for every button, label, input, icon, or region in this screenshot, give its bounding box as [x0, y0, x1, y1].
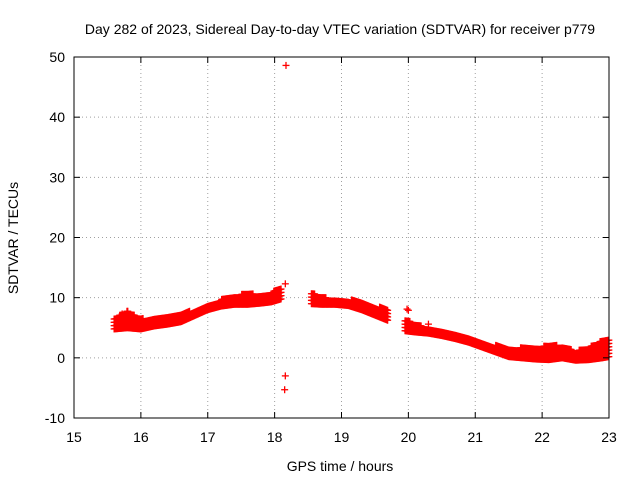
y-tick-label: 0 [57, 350, 65, 366]
data-point-outlier [424, 320, 432, 328]
data-point-outlier [281, 386, 289, 394]
data-point-outlier [403, 305, 411, 313]
grid [74, 57, 609, 418]
data-point [130, 311, 138, 319]
data-points [110, 61, 613, 394]
y-axis-label: SDTVAR / TECUs [5, 182, 21, 294]
data-point [567, 346, 575, 354]
data-point-outlier [404, 306, 412, 314]
data-point [406, 317, 414, 325]
x-tick-label: 19 [334, 429, 350, 445]
data-point-outlier [281, 372, 289, 380]
data-point-outlier [281, 280, 289, 288]
x-tick-label: 16 [133, 429, 149, 445]
data-point [417, 322, 425, 330]
y-tick-label: 50 [49, 49, 65, 65]
y-tick-label: -10 [45, 410, 65, 426]
y-tick-label: 40 [49, 109, 65, 125]
x-tick-label: 20 [401, 429, 417, 445]
data-point [124, 307, 132, 315]
x-tick-label: 18 [267, 429, 283, 445]
data-point [384, 306, 392, 314]
axis-ticks: 15 16 17 18 19 20 21 22 23 -10 0 10 20 30 40 50 [45, 49, 617, 445]
y-tick-label: 10 [49, 290, 65, 306]
y-tick-label: 30 [49, 169, 65, 185]
x-axis-label: GPS time / hours [287, 458, 394, 474]
x-tick-label: 21 [467, 429, 483, 445]
x-tick-label: 15 [66, 429, 82, 445]
chart-title: Day 282 of 2023, Sidereal Day-to-day VTE… [85, 21, 595, 37]
x-tick-label: 22 [534, 429, 550, 445]
data-point-outlier [282, 61, 290, 69]
data-point [277, 285, 285, 293]
data-point-outlier [118, 310, 126, 318]
x-tick-label: 17 [200, 429, 216, 445]
y-tick-label: 20 [49, 230, 65, 246]
x-tick-label: 23 [601, 429, 617, 445]
